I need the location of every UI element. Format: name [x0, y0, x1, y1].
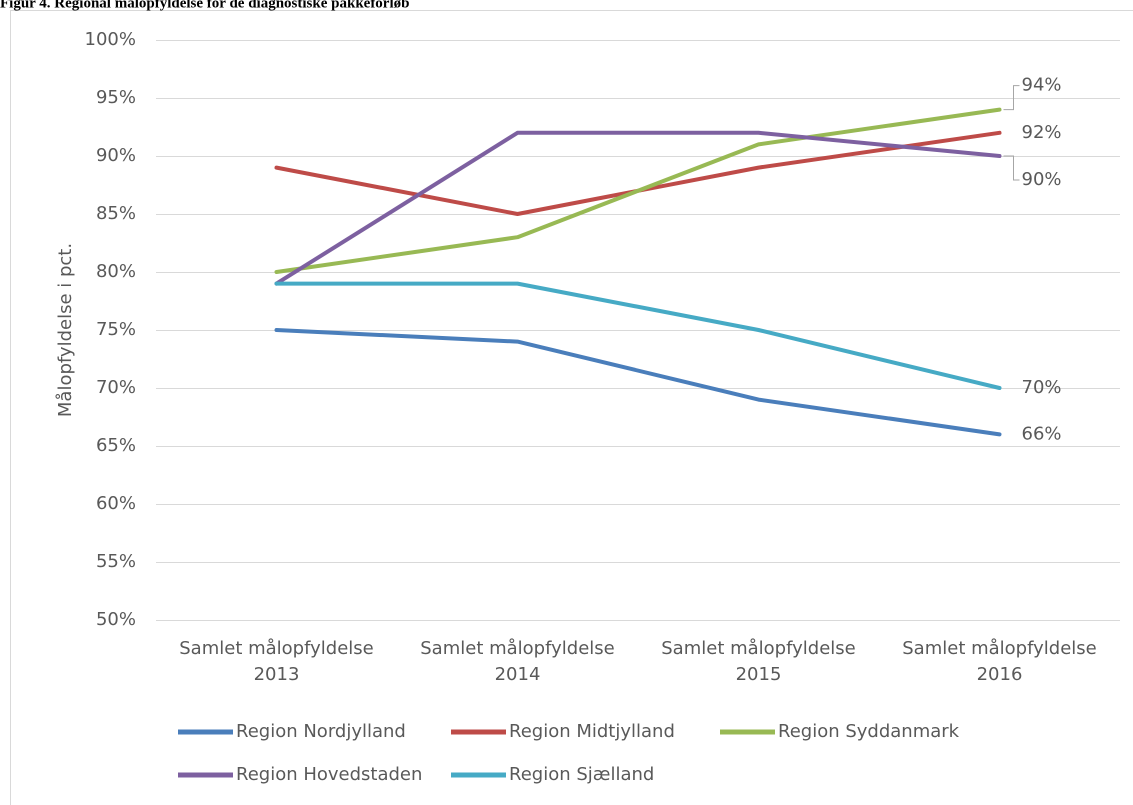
series-line [274, 328, 1002, 437]
legend-label: Region Midtjylland [509, 721, 675, 742]
data-label: 92% [1022, 122, 1062, 143]
y-tick-label: 55% [96, 551, 136, 572]
x-tick-label: Samlet målopfyldelse 2016 [902, 638, 1097, 685]
x-tick-label: Samlet målopfyldelse 2014 [420, 638, 615, 685]
chart-frame [10, 10, 1133, 805]
y-tick-label: 95% [96, 87, 136, 108]
data-label: 70% [1022, 377, 1062, 398]
data-label: 94% [1022, 75, 1062, 96]
legend-label: Region Hovedstaden [236, 764, 422, 785]
y-tick-label: 90% [96, 145, 136, 166]
y-axis-label: Målopfyldelse i pct. [55, 243, 76, 417]
series-line [274, 130, 1002, 286]
leader-line [1003, 155, 1020, 181]
data-label: 90% [1022, 169, 1062, 190]
y-tick-label: 65% [96, 435, 136, 456]
chart-title: Figur 4. Regional målopfyldelse for de d… [0, 0, 409, 11]
y-tick-label: 100% [85, 29, 136, 50]
leader-line [1003, 85, 1020, 111]
x-tick-label: Samlet målopfyldelse 2015 [661, 638, 856, 685]
legend-label: Region Sjælland [509, 764, 654, 785]
y-tick-label: 80% [96, 261, 136, 282]
y-tick-label: 70% [96, 377, 136, 398]
legend-label: Region Syddanmark [778, 721, 960, 742]
series-line [274, 281, 1002, 390]
legend-label: Region Nordjylland [236, 721, 406, 742]
x-tick-label: Samlet målopfyldelse 2013 [179, 638, 374, 685]
y-tick-label: 75% [96, 319, 136, 340]
series-line [274, 107, 1002, 274]
y-tick-label: 50% [96, 609, 136, 630]
y-tick-label: 60% [96, 493, 136, 514]
data-label: 66% [1022, 423, 1062, 444]
y-tick-label: 85% [96, 203, 136, 224]
